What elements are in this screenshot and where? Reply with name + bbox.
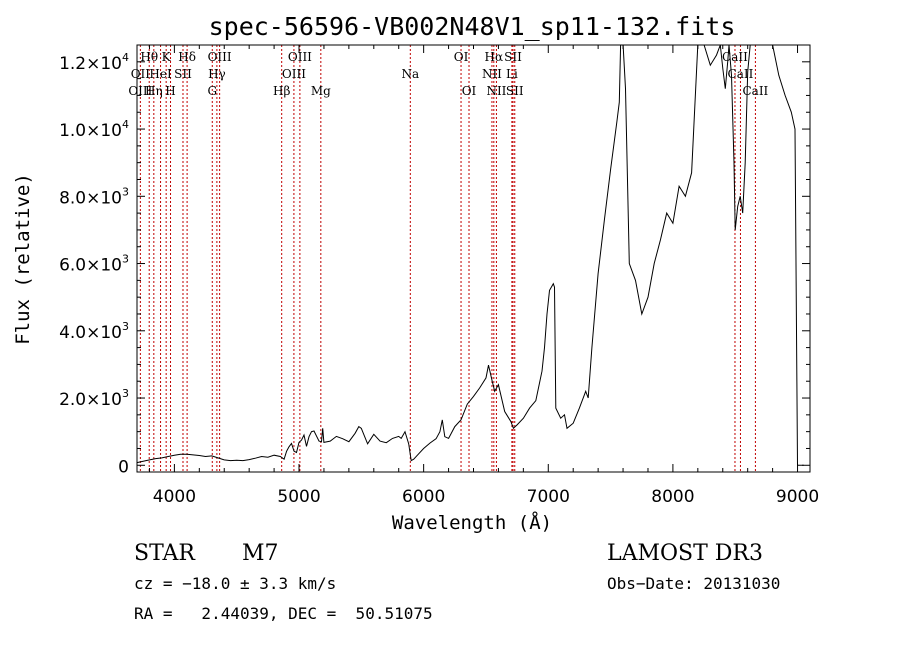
spectral-line-label: OIII bbox=[282, 67, 306, 81]
x-axis-ticks: 4000 5000 6000 7000 8000 9000 bbox=[148, 45, 819, 507]
spectral-line-label: OII bbox=[131, 67, 151, 81]
spectral-line-label: Na bbox=[401, 67, 419, 81]
spectral-subclass: M7 bbox=[242, 541, 279, 566]
y-axis-label: Flux (relative) bbox=[12, 173, 34, 345]
sky-coordinates: RA = 2.44039, DEC = 50.51075 bbox=[134, 604, 433, 623]
spectral-line-label: Hη bbox=[145, 84, 163, 98]
spectral-line-label: Hβ bbox=[273, 84, 290, 98]
spectral-line-label: NII bbox=[486, 84, 506, 98]
observation-date: Obs−Date: 20131030 bbox=[607, 574, 780, 593]
y-axis-ticks: 0 2.0×103 4.0×103 6.0×103 8.0×103 1.0×104 1.2×… bbox=[59, 44, 810, 477]
spectral-line-label: CaII bbox=[722, 50, 748, 64]
y-tick-label: 6.0×103 bbox=[59, 253, 129, 276]
spectral-line-label: Hα bbox=[485, 50, 504, 64]
spectrum-series-line bbox=[136, 44, 804, 466]
spectral-line-label: SII bbox=[174, 67, 192, 81]
spectral-line-label: CaII bbox=[742, 84, 768, 98]
spectral-line-label: H bbox=[165, 84, 175, 98]
y-tick-label: 2.0×103 bbox=[59, 387, 129, 410]
spectral-line-label: OIII bbox=[208, 50, 232, 64]
spectral-line-label: OI bbox=[462, 84, 477, 98]
spectral-line-label: SII bbox=[506, 84, 524, 98]
y-tick-label: 0 bbox=[118, 457, 129, 477]
spectral-line-label: Mg bbox=[311, 84, 331, 98]
survey-name: LAMOST DR3 bbox=[607, 541, 763, 566]
spectral-line-label: OI bbox=[454, 50, 469, 64]
object-type: STAR bbox=[134, 541, 196, 566]
y-tick-label: 1.2×104 bbox=[59, 51, 129, 74]
spectral-line-label: K bbox=[162, 50, 172, 64]
spectral-line-label: HeI bbox=[149, 67, 172, 81]
x-tick-label: 8000 bbox=[651, 487, 694, 507]
spectral-line-label: Hθ bbox=[140, 50, 158, 64]
spectral-line-label: Hδ bbox=[178, 50, 196, 64]
x-tick-label: 6000 bbox=[402, 487, 445, 507]
y-tick-label: 4.0×103 bbox=[59, 320, 129, 343]
x-axis-label: Wavelength (Å) bbox=[392, 511, 552, 534]
y-tick-label: 1.0×104 bbox=[59, 118, 129, 141]
spectral-line-label: NII bbox=[482, 67, 502, 81]
x-tick-label: 4000 bbox=[153, 487, 196, 507]
spectral-line-label: Li bbox=[506, 67, 518, 81]
redshift-velocity: cz = −18.0 ± 3.3 km/s bbox=[134, 574, 336, 593]
x-tick-label: 9000 bbox=[776, 487, 819, 507]
x-tick-label: 5000 bbox=[277, 487, 320, 507]
chart-title: spec-56596-VB002N48V1_sp11-132.fits bbox=[209, 12, 736, 41]
spectral-line-label: OIII bbox=[128, 84, 152, 98]
plot-frame bbox=[136, 44, 811, 473]
spectral-line-label: OIII bbox=[288, 50, 312, 64]
x-tick-label: 7000 bbox=[527, 487, 570, 507]
spectral-line-markers bbox=[139, 45, 756, 472]
spectral-line-label: Hγ bbox=[208, 67, 226, 81]
spectral-line-label: G bbox=[207, 84, 217, 98]
y-tick-label: 8.0×103 bbox=[59, 185, 129, 208]
spectral-line-label: SII bbox=[504, 50, 522, 64]
